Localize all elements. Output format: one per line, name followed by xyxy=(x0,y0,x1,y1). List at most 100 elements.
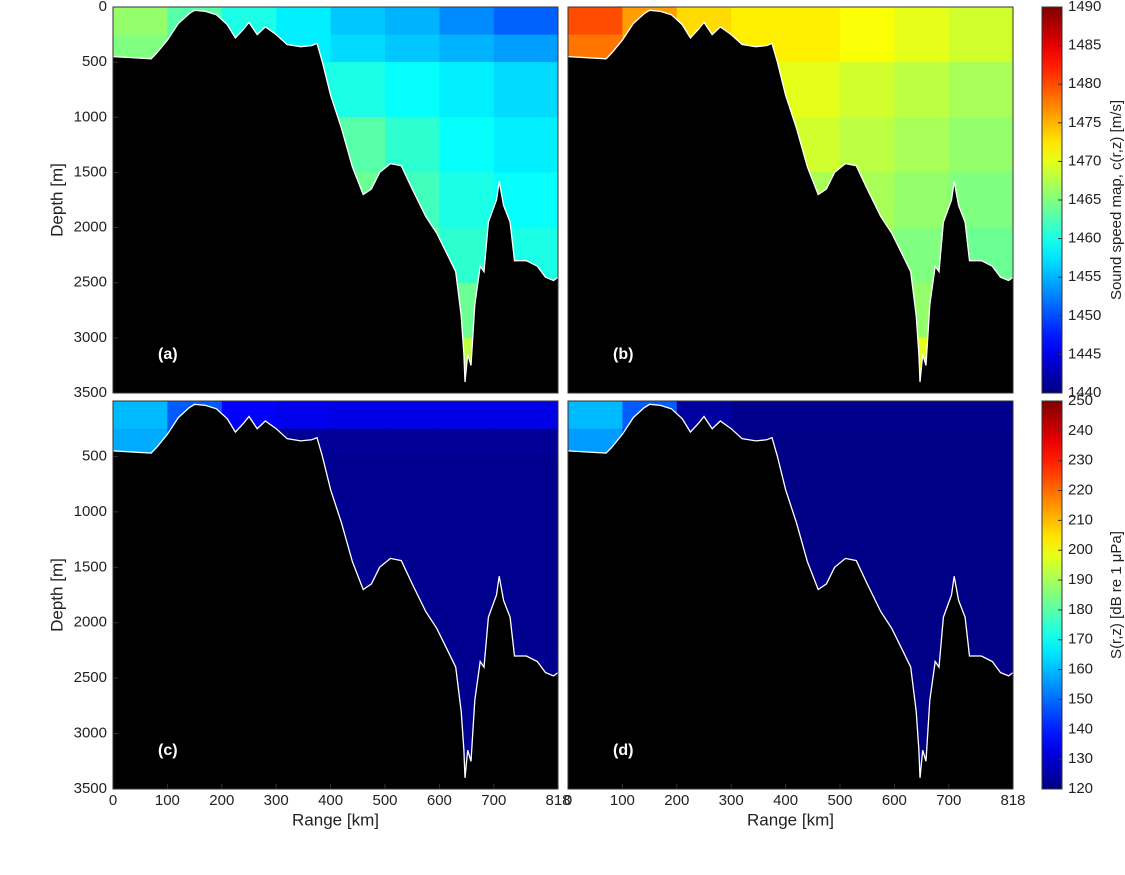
heat-cell xyxy=(894,34,950,63)
heat-cell xyxy=(894,428,950,457)
x-axis-label: Range [km] xyxy=(292,810,379,829)
heat-cell xyxy=(840,511,895,568)
heat-cell xyxy=(330,428,386,457)
heat-cell xyxy=(948,7,1013,36)
heat-cell xyxy=(948,511,1013,568)
colorbar-tick-label: 1485 xyxy=(1068,37,1101,54)
heat-cell xyxy=(568,7,623,36)
colorbar-tick-label: 1490 xyxy=(1068,0,1101,15)
x-tick-label: 500 xyxy=(372,792,397,809)
heat-cell xyxy=(439,117,495,173)
colorbar-tick-label: 240 xyxy=(1068,422,1093,439)
colorbar-tick-label: 1440 xyxy=(1068,384,1101,401)
heat-cell xyxy=(894,117,950,173)
x-tick-label: 300 xyxy=(264,792,289,809)
colorbar-tick-label: 1445 xyxy=(1068,345,1101,362)
seafloor xyxy=(568,404,1013,789)
heat-cell xyxy=(385,428,440,457)
y-axis-label: Depth [m] xyxy=(47,163,66,237)
heat-cell xyxy=(330,401,386,430)
x-tick-label: 600 xyxy=(882,792,907,809)
heat-cell xyxy=(385,511,440,568)
heat-cell xyxy=(439,428,495,457)
y-tick-label: 3000 xyxy=(74,725,107,742)
bathymetry-line xyxy=(113,9,558,383)
plot-area xyxy=(113,401,558,789)
bathymetry-line xyxy=(568,9,1013,383)
heat-cell xyxy=(894,7,950,36)
heat-cell xyxy=(439,7,495,36)
plot-area xyxy=(113,7,558,393)
panel-frame xyxy=(567,400,1014,790)
heat-cell xyxy=(785,456,841,513)
heat-cell xyxy=(385,7,440,36)
heat-cell xyxy=(731,7,787,36)
heat-cell xyxy=(840,401,895,430)
heat-cell xyxy=(948,62,1013,118)
colorbar-tick-label: 140 xyxy=(1068,720,1093,737)
colorbar-tick-label: 1470 xyxy=(1068,152,1101,169)
heat-cell xyxy=(493,511,558,568)
colorbar-tick-label: 160 xyxy=(1068,661,1093,678)
heat-cell xyxy=(330,62,386,118)
y-tick-label: 3000 xyxy=(74,329,107,346)
heat-cell xyxy=(493,7,558,36)
heat-cell xyxy=(493,428,558,457)
heat-cell xyxy=(330,34,386,63)
panel-label: (a) xyxy=(158,346,178,363)
heat-cell xyxy=(330,7,386,36)
heat-cell xyxy=(493,117,558,173)
colorbar-tick-label: 150 xyxy=(1068,690,1093,707)
heat-cell xyxy=(948,401,1013,430)
y-tick-label: 2000 xyxy=(74,219,107,236)
heat-cell xyxy=(439,401,495,430)
y-tick-label: 2000 xyxy=(74,614,107,631)
colorbar-tick-label: 220 xyxy=(1068,482,1093,499)
heat-cell xyxy=(894,511,950,568)
x-tick-label: 700 xyxy=(481,792,506,809)
y-tick-label: 3500 xyxy=(74,780,107,797)
heat-cell xyxy=(276,7,332,36)
heat-cell xyxy=(439,567,495,624)
heat-cell xyxy=(785,7,841,36)
x-tick-label: 400 xyxy=(318,792,343,809)
colorbar-tick-label: 180 xyxy=(1068,601,1093,618)
x-tick-label: 0 xyxy=(564,792,572,809)
colorbar-tick-label: 210 xyxy=(1068,511,1093,528)
heat-cell xyxy=(439,511,495,568)
heat-cell xyxy=(493,456,558,513)
heat-cell xyxy=(731,401,787,430)
heat-cell xyxy=(439,34,495,63)
heat-cell xyxy=(385,117,440,173)
heat-cell xyxy=(385,401,440,430)
colorbar-tick-label: 1450 xyxy=(1068,307,1101,324)
colorbar-tick-label: 130 xyxy=(1068,750,1093,767)
colorbar-tick-label: 1475 xyxy=(1068,114,1101,131)
panel-frame xyxy=(112,400,559,790)
colorbar-tick-label: 230 xyxy=(1068,452,1093,469)
colorbar-tick-label: 170 xyxy=(1068,631,1093,648)
y-axis-label: Depth [m] xyxy=(47,558,66,632)
heat-cell xyxy=(948,117,1013,173)
seafloor xyxy=(568,10,1013,393)
y-tick-label: 500 xyxy=(82,53,107,70)
heat-cell xyxy=(785,428,841,457)
x-tick-label: 0 xyxy=(109,792,117,809)
heat-cell xyxy=(894,62,950,118)
heat-cell xyxy=(894,567,950,624)
x-tick-label: 400 xyxy=(773,792,798,809)
panel-label: (b) xyxy=(613,346,633,363)
colorbar-label: Sound speed map, c(r,z) [m/s] xyxy=(1108,100,1125,300)
heat-cell xyxy=(894,456,950,513)
heat-cell xyxy=(840,34,895,63)
heat-cell xyxy=(948,34,1013,63)
heat-cell xyxy=(385,456,440,513)
colorbar-tick-label: 1480 xyxy=(1068,75,1101,92)
heat-cell xyxy=(439,172,495,229)
heat-cell xyxy=(113,401,168,430)
panel-label: (c) xyxy=(158,742,178,759)
heat-cell xyxy=(785,62,841,118)
y-tick-label: 2500 xyxy=(74,669,107,686)
colorbar-tick-label: 250 xyxy=(1068,392,1093,409)
